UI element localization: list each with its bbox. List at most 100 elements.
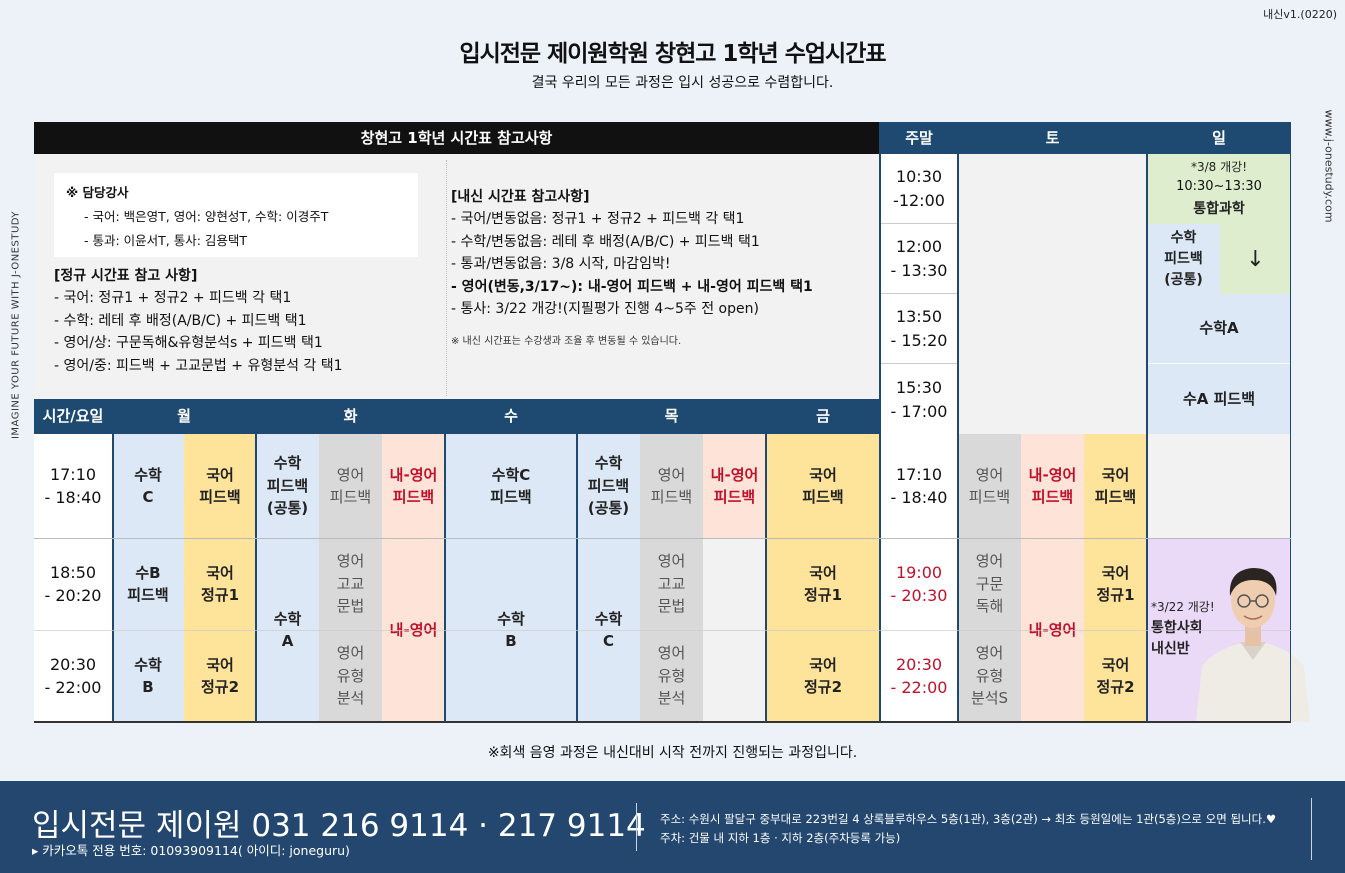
table-bottom-border bbox=[34, 721, 1291, 723]
row-divider bbox=[34, 538, 1291, 539]
sun-math-feedback: 수학 피드백 (공통) bbox=[1147, 224, 1220, 294]
regular-line: - 국어: 정규1 + 정규2 + 피드백 각 택1 bbox=[54, 290, 292, 307]
arrow-down-icon: ↓ bbox=[1220, 224, 1291, 294]
sat-korean-feedback: 국어 피드백 bbox=[1084, 434, 1147, 538]
regular-notes: [정규 시간표 참고 사항] - 국어: 정규1 + 정규2 + 피드백 각 택… bbox=[54, 265, 343, 377]
sun-empty bbox=[1147, 434, 1291, 538]
col-divider bbox=[1290, 122, 1291, 722]
thu-math-feedback: 수학 피드백 (공통) bbox=[577, 434, 640, 538]
time-slot: 20:30 - 22:00 bbox=[34, 630, 112, 722]
header-wed: 수 bbox=[445, 399, 577, 434]
sat-naesin-english-feedback: 내-영어 피드백 bbox=[1021, 434, 1084, 538]
time-slot: 18:50 - 20:20 bbox=[34, 538, 112, 630]
weekend-time-slot: 17:10 - 18:40 bbox=[880, 434, 958, 538]
footer bbox=[0, 781, 1345, 873]
footer-divider bbox=[636, 803, 637, 851]
naesin-note: ※ 내신 시간표는 수강생과 조율 후 변동될 수 있습니다. bbox=[451, 336, 682, 348]
thu-english-feedback: 영어 피드백 bbox=[640, 434, 703, 538]
header-weekend: 주말 bbox=[880, 122, 958, 154]
thu-naesin-english-feedback: 내-영어 피드백 bbox=[703, 434, 766, 538]
header-time-day: 시간/요일 bbox=[34, 399, 112, 434]
col-divider bbox=[957, 122, 959, 722]
naesin-notes: [내신 시간표 참고사항] - 국어/변동없음: 정규1 + 정규2 + 피드백… bbox=[451, 186, 813, 350]
header-tue: 화 bbox=[256, 399, 445, 434]
thu-english-grammar: 영어 고교 문법 bbox=[640, 538, 703, 630]
col-divider bbox=[576, 399, 578, 722]
tue-english-type-analysis: 영어 유형 분석 bbox=[319, 630, 382, 722]
tue-english-grammar: 영어 고교 문법 bbox=[319, 538, 382, 630]
header-sat: 토 bbox=[958, 122, 1147, 154]
teachers-title: ※ 담당강사 bbox=[66, 185, 129, 200]
col-divider bbox=[255, 399, 257, 722]
mon-korean-feedback: 국어 피드백 bbox=[184, 434, 256, 538]
gray-course-notice: ※회색 음영 과정은 내신대비 시작 전까지 진행되는 과정입니다. bbox=[487, 745, 858, 761]
tue-math-feedback: 수학 피드백 (공통) bbox=[256, 434, 319, 538]
weekend-time-slot: 15:30 - 17:00 bbox=[880, 364, 958, 435]
teachers-line-2: - 통과: 이윤서T, 통사: 김용택T bbox=[84, 232, 248, 248]
mon-korean-regular1: 국어 정규1 bbox=[184, 538, 256, 630]
thu-english-type-analysis: 영어 유형 분석 bbox=[640, 630, 703, 722]
sat-morning-empty bbox=[958, 154, 1147, 435]
col-divider bbox=[112, 434, 114, 722]
time-slot: 17:10 - 18:40 bbox=[34, 434, 112, 538]
sun-integ-note: *3/8 개강! bbox=[1190, 159, 1248, 174]
side-slogan-text: IMAGINE YOUR FUTURE WITH J-ONESTUDY bbox=[10, 210, 22, 440]
sat-english-type-analysis: 영어 유형 분석S bbox=[958, 630, 1021, 722]
tue-naesin-english-feedback: 내-영어 피드백 bbox=[382, 434, 445, 538]
page-subtitle: 결국 우리의 모든 과정은 입시 성공으로 수렴합니다. bbox=[531, 75, 834, 91]
header-thu: 목 bbox=[577, 399, 766, 434]
sun-social-name: 통합사회 내신반 bbox=[1151, 620, 1203, 657]
row-divider bbox=[34, 630, 1291, 631]
tue-english-feedback: 영어 피드백 bbox=[319, 434, 382, 538]
weekend-time-slot: 19:00 - 20:30 bbox=[880, 538, 958, 630]
footer-address: 주소: 수원시 팔달구 중부대로 223번길 4 상록블루하우스 5층(1관),… bbox=[660, 812, 1277, 826]
weekend-time-slot: 13:50 - 15:20 bbox=[880, 294, 958, 364]
footer-divider bbox=[1311, 798, 1312, 860]
fri-korean-regular1: 국어 정규1 bbox=[766, 538, 880, 630]
notes-header: 창현고 1학년 시간표 참고사항 bbox=[34, 122, 879, 154]
sat-english-reading: 영어 구문 독해 bbox=[958, 538, 1021, 630]
weekend-time-slot: 10:30 -12:00 bbox=[880, 154, 958, 224]
naesin-english-line: - 영어(변동,3/17~): 내-영어 피드백 + 내-영어 피드백 택1 bbox=[451, 278, 813, 295]
sun-math-a-feedback: 수A 피드백 bbox=[1147, 364, 1291, 435]
weekend-time-slot: 12:00 - 13:30 bbox=[880, 224, 958, 294]
version-label: 내신v1.(0220) bbox=[1263, 8, 1337, 21]
side-website-text: www.j-onestudy.com bbox=[1322, 109, 1336, 223]
col-divider bbox=[879, 122, 881, 722]
fri-korean-regular2: 국어 정규2 bbox=[766, 630, 880, 722]
weekend-time-slot: 20:30 - 22:00 bbox=[880, 630, 958, 722]
mon-math-c: 수학 C bbox=[112, 434, 184, 538]
sat-korean-regular1: 국어 정규1 bbox=[1084, 538, 1147, 630]
sun-integ-name: 통합과학 bbox=[1193, 200, 1245, 217]
naesin-line: - 국어/변동없음: 정규1 + 정규2 + 피드백 각 택1 bbox=[451, 211, 745, 228]
col-divider bbox=[765, 399, 767, 722]
sun-math-a: 수학A bbox=[1147, 294, 1291, 364]
naesin-line: - 통사: 3/22 개강!(지필평가 진행 4~5주 전 open) bbox=[451, 300, 759, 317]
sun-social-note: *3/22 개강! bbox=[1151, 600, 1215, 614]
regular-line: - 수학: 레테 후 배정(A/B/C) + 피드백 택1 bbox=[54, 312, 307, 329]
mon-math-b: 수학 B bbox=[112, 630, 184, 722]
footer-parking: 주차: 건물 내 지하 1층 · 지하 2층(주차등록 가능) bbox=[660, 831, 901, 845]
mon-korean-regular2: 국어 정규2 bbox=[184, 630, 256, 722]
teachers-box: ※ 담당강사 - 국어: 백은영T, 영어: 양현성T, 수학: 이경주T - … bbox=[54, 173, 418, 257]
footer-brand-phone: 입시전문 제이원 031 216 9114 · 217 9114 bbox=[32, 808, 646, 844]
sat-korean-regular2: 국어 정규2 bbox=[1084, 630, 1147, 722]
naesin-title: [내신 시간표 참고사항] bbox=[451, 189, 590, 205]
mon-math-b-feedback: 수B 피드백 bbox=[112, 538, 184, 630]
sun-integ-science: *3/8 개강! 10:30~13:30 통합과학 bbox=[1147, 154, 1291, 224]
col-divider bbox=[1146, 122, 1148, 722]
fri-korean-feedback: 국어 피드백 bbox=[766, 434, 880, 538]
header-mon: 월 bbox=[112, 399, 256, 434]
notes-divider bbox=[446, 160, 447, 396]
regular-title: [정규 시간표 참고 사항] bbox=[54, 268, 198, 284]
naesin-line: - 통과/변동없음: 3/8 시작, 마감임박! bbox=[451, 256, 671, 273]
wed-math-c-feedback: 수학C 피드백 bbox=[445, 434, 577, 538]
header-fri: 금 bbox=[766, 399, 880, 434]
regular-line: - 영어/상: 구문독해&유형분석s + 피드백 택1 bbox=[54, 335, 323, 352]
regular-line: - 영어/중: 피드백 + 고교문법 + 유형분석 각 택1 bbox=[54, 357, 343, 374]
teacher-photo bbox=[1196, 568, 1310, 722]
sun-integ-time: 10:30~13:30 bbox=[1176, 179, 1262, 194]
header-sun: 일 bbox=[1147, 122, 1291, 154]
footer-kakao: ▸ 카카오톡 전용 번호: 01093909114( 아이디: joneguru… bbox=[32, 843, 350, 858]
